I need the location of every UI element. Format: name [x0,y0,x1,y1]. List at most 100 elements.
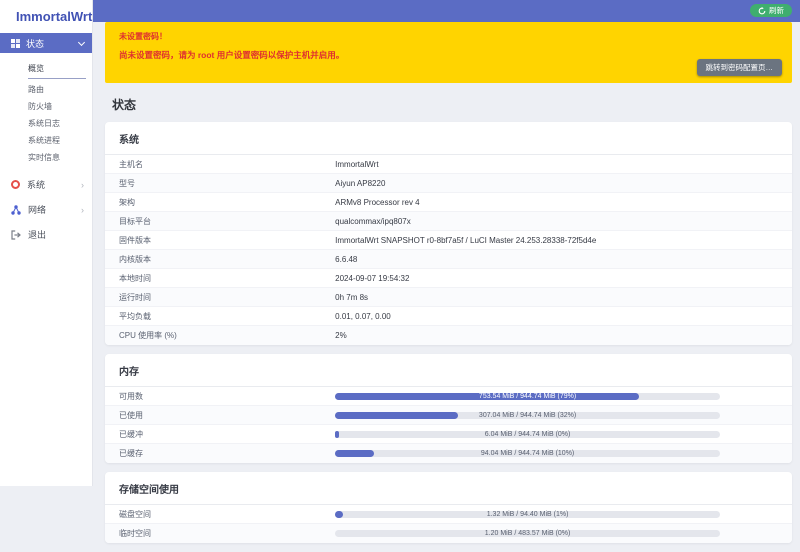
table-row: 运行时间 0h 7m 8s [105,288,792,307]
sidebar-status-label: 状态 [26,38,45,49]
progress-bar: 6.04 MiB / 944.74 MiB (0%) [335,431,720,438]
row-label: 已缓存 [119,449,143,458]
row-label: 临时空间 [119,529,151,538]
refresh-icon [758,6,766,14]
system-section-title: 系统 [105,122,792,155]
table-row: 平均负载 0.01, 0.07, 0.00 [105,307,792,326]
sidebar-item-routes[interactable]: 路由 [28,85,44,94]
progress-bar-fill [335,412,459,419]
row-value: 6.6.48 [335,254,358,264]
progress-bar-value: 307.04 MiB / 944.74 MiB (32%) [478,412,577,419]
row-label: 已使用 [119,410,143,420]
progress-bar: 1.32 MiB / 94.40 MiB (1%) [335,511,720,518]
storage-table: 磁盘空间 1.32 MiB / 94.40 MiB (1%) 临时空间 1.20… [105,505,792,543]
table-row: 已使用 307.04 MiB / 944.74 MiB (32%) [105,406,792,425]
table-row: 已缓存 94.04 MiB / 944.74 MiB (10%) [105,444,792,463]
row-label: 主机名 [119,159,143,169]
banner-title: 未设置密码！ [119,32,167,41]
row-label: 运行时间 [119,292,151,302]
row-label: 目标平台 [119,216,151,226]
row-value: ImmortalWrt SNAPSHOT r0-8bf7a5f / LuCI M… [335,235,597,245]
row-value: 0h 7m 8s [335,292,369,302]
progress-bar: 753.54 MiB / 944.74 MiB (79%) [335,393,720,400]
chevron-right-icon: › [81,179,84,190]
row-label: 可用数 [119,391,143,401]
row-label: CPU 使用率 (%) [119,331,177,340]
page-title: 状态 [112,98,137,112]
memory-table: 可用数 753.54 MiB / 944.74 MiB (79%) 已使用 30… [105,387,792,463]
progress-bar-value: 1.32 MiB / 94.40 MiB (1%) [486,511,569,518]
progress-bar-fill [335,393,640,400]
sidebar-item-network[interactable]: 网络 › [0,197,92,222]
table-row: 架构 ARMv8 Processor rev 4 [105,193,792,212]
table-row: 主机名 ImmortalWrt [105,155,792,174]
row-label: 磁盘空间 [119,509,151,519]
refresh-button-label: 刷新 [769,6,784,15]
row-label: 已缓冲 [119,429,143,439]
row-value: ImmortalWrt [335,159,379,169]
brand-logo[interactable]: ImmortalWrt [16,9,93,24]
table-row: 可用数 753.54 MiB / 944.74 MiB (79%) [105,387,792,406]
top-bar: 刷新 [93,0,800,22]
table-row: CPU 使用率 (%) 2% [105,326,792,345]
row-value: 2024-09-07 19:54:32 [335,273,410,283]
table-row: 型号 Aiyun AP8220 [105,174,792,193]
progress-bar-value: 753.54 MiB / 944.74 MiB (79%) [478,393,577,400]
progress-bar: 1.20 MiB / 483.57 MiB (0%) [335,530,720,537]
system-card: 系统 主机名 ImmortalWrt 型号 Aiyun AP8220 架构 AR… [105,122,792,345]
memory-section-title: 内存 [105,354,792,387]
main-content: 未设置密码！ 尚未设置密码，请为 root 用户设置密码以保护主机并启用。 跳转… [93,22,800,552]
table-row: 临时空间 1.20 MiB / 483.57 MiB (0%) [105,524,792,543]
sidebar-item-status[interactable]: 状态 [0,33,92,53]
sidebar-item-processes[interactable]: 系统进程 [28,136,60,145]
sidebar-item-overview[interactable]: 概览 [28,60,86,79]
gear-icon [11,180,20,189]
row-label: 内核版本 [119,254,151,264]
progress-bar-fill [335,431,339,438]
row-label: 本地时间 [119,273,151,283]
row-label: 型号 [119,178,135,188]
password-warning-banner: 未设置密码！ 尚未设置密码，请为 root 用户设置密码以保护主机并启用。 跳转… [105,22,792,83]
sidebar-network-label: 网络 [28,205,47,215]
logout-icon [11,229,21,240]
system-table: 主机名 ImmortalWrt 型号 Aiyun AP8220 架构 ARMv8… [105,155,792,345]
progress-bar-fill [335,450,374,457]
progress-bar: 94.04 MiB / 944.74 MiB (10%) [335,450,720,457]
grid-icon [11,38,20,48]
row-label: 架构 [119,197,135,207]
table-row: 已缓冲 6.04 MiB / 944.74 MiB (0%) [105,425,792,444]
table-row: 目标平台 qualcommax/ipq807x [105,212,792,231]
sidebar-logout-label: 退出 [28,230,47,240]
row-value: Aiyun AP8220 [335,178,386,188]
progress-bar-value: 1.20 MiB / 483.57 MiB (0%) [484,530,571,537]
table-row: 固件版本 ImmortalWrt SNAPSHOT r0-8bf7a5f / L… [105,231,792,250]
banner-message: 尚未设置密码，请为 root 用户设置密码以保护主机并启用。 [119,50,345,60]
network-nodes-icon [11,204,21,215]
storage-section-title: 存储空间使用 [105,472,792,505]
storage-card: 存储空间使用 磁盘空间 1.32 MiB / 94.40 MiB (1%) 临时… [105,472,792,543]
refresh-button[interactable]: 刷新 [750,4,792,17]
sidebar-item-system[interactable]: 系统 › [0,172,92,197]
progress-bar-value: 6.04 MiB / 944.74 MiB (0%) [484,431,571,438]
chevron-right-icon: › [81,204,84,215]
memory-card: 内存 可用数 753.54 MiB / 944.74 MiB (79%) 已使用… [105,354,792,463]
go-to-password-config-button[interactable]: 跳转到密码配置页… [696,59,782,76]
sidebar-item-system-log[interactable]: 系统日志 [28,119,60,128]
table-row: 内核版本 6.6.48 [105,250,792,269]
sidebar-item-logout[interactable]: 退出 [0,222,92,247]
progress-bar: 307.04 MiB / 944.74 MiB (32%) [335,412,720,419]
chevron-down-icon [77,38,86,46]
table-row: 磁盘空间 1.32 MiB / 94.40 MiB (1%) [105,505,792,524]
sidebar-system-label: 系统 [27,180,46,190]
row-value: ARMv8 Processor rev 4 [335,197,420,207]
row-label: 固件版本 [119,235,151,245]
sidebar-item-realtime-info[interactable]: 实时信息 [28,153,60,162]
row-label: 平均负载 [119,311,151,321]
status-submenu: 概览 路由 防火墙 系统日志 系统进程 实时信息 [0,53,92,172]
progress-bar-value: 94.04 MiB / 944.74 MiB (10%) [480,450,575,457]
sidebar-item-firewall[interactable]: 防火墙 [28,102,52,111]
row-value: 2% [335,331,347,340]
row-value: 0.01, 0.07, 0.00 [335,311,391,321]
row-value: qualcommax/ipq807x [335,216,411,226]
table-row: 本地时间 2024-09-07 19:54:32 [105,269,792,288]
